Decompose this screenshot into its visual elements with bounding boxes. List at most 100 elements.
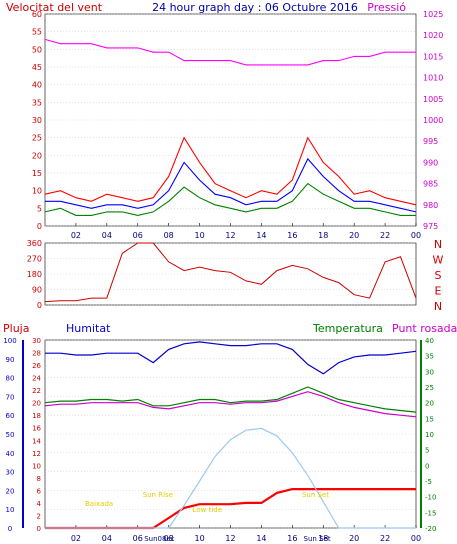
temp-y-tick-label: -5 bbox=[425, 478, 432, 486]
humidity-y-tick-label: 0 bbox=[8, 525, 12, 533]
direction-y-tick-label: 0 bbox=[37, 301, 42, 310]
wind-x-tick-label: 04 bbox=[102, 231, 112, 240]
wind-y-tick-label: 5 bbox=[37, 204, 42, 213]
temp-y-tick-label: 10 bbox=[425, 431, 434, 439]
humidity-y-tick-label: 60 bbox=[6, 412, 15, 420]
wind-x-tick-label: 10 bbox=[194, 231, 204, 240]
wind-y-tick-label: 25 bbox=[32, 134, 42, 143]
wind-series-line-3 bbox=[44, 38, 416, 66]
wind-y-tick-label: 40 bbox=[32, 81, 42, 90]
wind-y-tick-label: 55 bbox=[32, 28, 42, 37]
wind-x-tick-label: 08 bbox=[164, 231, 174, 240]
temp-x-tick-label: 22 bbox=[380, 534, 390, 543]
temp-y-tick-label: 5 bbox=[425, 447, 429, 455]
wind-speed-title: Velocitat del vent bbox=[6, 1, 103, 14]
temp-x-tick-label: 10 bbox=[194, 534, 204, 543]
label-layer: 0510152025303540455055609759809859909951… bbox=[3, 10, 443, 543]
wind-x-tick-label: 20 bbox=[349, 231, 359, 240]
compass-label: S bbox=[435, 269, 442, 282]
rain-y-tick-label: 0 bbox=[37, 525, 41, 533]
wind-y-tick-label: 15 bbox=[32, 169, 42, 178]
rain-y-tick-label: 24 bbox=[32, 375, 41, 383]
pressure-title: Pressió bbox=[367, 1, 406, 14]
humidity-y-tick-label: 70 bbox=[6, 393, 15, 401]
wind-y-tick-label: 60 bbox=[32, 10, 42, 19]
temp-x-tick-label: 06 bbox=[133, 534, 143, 543]
temp-x-tick-label: 04 bbox=[102, 534, 112, 543]
pressure-y-tick-label: 985 bbox=[423, 180, 438, 189]
temp-series-line-4 bbox=[45, 427, 416, 529]
temp-series-line-3 bbox=[45, 488, 416, 530]
wind-x-tick-label: 18 bbox=[318, 231, 328, 240]
rain-y-tick-label: 28 bbox=[32, 350, 41, 358]
temp-x-tick-label: 16 bbox=[287, 534, 297, 543]
pressure-y-tick-label: 1005 bbox=[423, 95, 443, 104]
rain-y-tick-label: 2 bbox=[37, 512, 41, 520]
compass-label: W bbox=[433, 254, 444, 267]
wind-x-tick-label: 06 bbox=[133, 231, 143, 240]
rain-legend-label: Pluja bbox=[3, 322, 29, 335]
wind-x-tick-label: 22 bbox=[380, 231, 390, 240]
temp-y-tick-label: 35 bbox=[425, 353, 434, 361]
rain-y-tick-label: 22 bbox=[32, 387, 41, 395]
wind-y-tick-label: 45 bbox=[32, 63, 42, 72]
temp-y-tick-label: -10 bbox=[425, 494, 436, 502]
temp-y-tick-label: 25 bbox=[425, 384, 434, 392]
humidity-y-tick-label: 100 bbox=[3, 337, 16, 345]
wind-x-tick-label: 14 bbox=[256, 231, 266, 240]
temperature-legend-label: Temperatura bbox=[312, 322, 383, 335]
pressure-y-tick-label: 1000 bbox=[423, 116, 443, 125]
humidity-legend-label: Humitat bbox=[66, 322, 111, 335]
wind-series-line-0 bbox=[44, 136, 417, 206]
rain-y-tick-label: 20 bbox=[32, 400, 41, 408]
pressure-y-tick-label: 1025 bbox=[423, 10, 443, 19]
wind-y-tick-label: 10 bbox=[32, 187, 42, 196]
temp-x-tick-label: 14 bbox=[256, 534, 266, 543]
sun-marker-label: Sun Set bbox=[304, 535, 331, 543]
temp-series-line-1 bbox=[44, 386, 417, 413]
pressure-y-tick-label: 990 bbox=[423, 158, 438, 167]
temp-y-tick-label: 20 bbox=[425, 400, 434, 408]
rain-y-tick-label: 6 bbox=[37, 487, 42, 495]
pressure-y-tick-label: 1015 bbox=[423, 52, 443, 61]
temp-series-line-0 bbox=[45, 341, 417, 375]
pressure-y-tick-label: 995 bbox=[423, 137, 438, 146]
direction-y-tick-label: 180 bbox=[27, 270, 42, 279]
pressure-y-tick-label: 1020 bbox=[423, 31, 443, 40]
rain-y-tick-label: 12 bbox=[32, 450, 41, 458]
pressure-y-tick-label: 1010 bbox=[423, 74, 443, 83]
direction-y-tick-label: 360 bbox=[27, 239, 42, 248]
temp-x-tick-label: 18 bbox=[318, 534, 328, 543]
dewpoint-legend-label: Punt rosada bbox=[392, 322, 457, 335]
rain-y-tick-label: 30 bbox=[32, 337, 41, 345]
temp-y-tick-label: 15 bbox=[425, 415, 434, 423]
rain-y-tick-label: 26 bbox=[32, 362, 41, 370]
series-layer bbox=[44, 38, 417, 530]
compass-label: E bbox=[435, 285, 442, 298]
direction-series-line-0 bbox=[44, 242, 417, 303]
wind-y-tick-label: 0 bbox=[37, 222, 42, 231]
temp-x-tick-label: 08 bbox=[164, 534, 174, 543]
pressure-y-tick-label: 975 bbox=[423, 222, 438, 231]
rain-annotation: Sun Set bbox=[302, 491, 329, 499]
humidity-y-tick-label: 30 bbox=[6, 469, 15, 477]
wind-y-tick-label: 20 bbox=[32, 151, 42, 160]
rain-y-tick-label: 16 bbox=[32, 425, 41, 433]
wind-y-tick-label: 50 bbox=[32, 45, 42, 54]
compass-label: N bbox=[434, 238, 442, 251]
humidity-y-tick-label: 10 bbox=[6, 506, 15, 514]
humidity-y-tick-label: 80 bbox=[6, 375, 15, 383]
direction-y-tick-label: 90 bbox=[32, 286, 42, 295]
rain-annotation: Baixada bbox=[85, 500, 113, 508]
wind-y-tick-label: 30 bbox=[32, 116, 42, 125]
temp-y-tick-label: -20 bbox=[425, 525, 436, 533]
temp-y-tick-label: 30 bbox=[425, 368, 434, 376]
wind-x-tick-label: 12 bbox=[225, 231, 235, 240]
graph-title: 24 hour graph day : 06 Octubre 2016 bbox=[152, 1, 358, 14]
rain-y-tick-label: 4 bbox=[37, 500, 42, 508]
wind-x-tick-label: 00 bbox=[411, 231, 421, 240]
rain-annotation: Sun Rise bbox=[143, 491, 173, 499]
temp-x-tick-label: 20 bbox=[349, 534, 359, 543]
temp-x-tick-label: 12 bbox=[225, 534, 235, 543]
